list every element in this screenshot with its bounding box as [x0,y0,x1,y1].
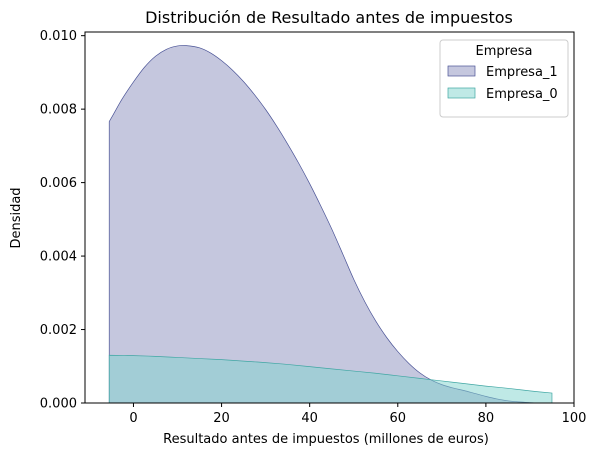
y-tick-label: 0.008 [40,103,77,118]
x-tick-label: 60 [390,411,407,426]
legend-title: Empresa [476,44,533,59]
y-tick-label: 0.000 [40,397,77,412]
x-axis-title: Resultado antes de impuestos (millones d… [163,432,489,447]
x-tick-label: 0 [129,411,137,426]
x-tick-label: 40 [301,411,318,426]
y-axis-ticks: 0.000 0.002 0.004 0.006 0.008 0.010 [40,29,85,412]
x-axis-ticks: 0 20 40 60 80 100 [129,403,586,426]
plot-areas [108,45,553,404]
legend: Empresa Empresa_1 Empresa_0 [439,39,569,118]
legend-swatch-empresa_0 [447,87,476,99]
plot-frame [84,31,575,404]
legend-label-empresa_1: Empresa_1 [486,65,558,80]
legend-label-empresa_0: Empresa_0 [486,87,558,102]
y-tick-label: 0.010 [40,29,77,44]
density-outline-empresa_0 [108,354,553,404]
y-axis-title: Densidad [9,187,24,248]
x-tick-label: 20 [213,411,230,426]
legend-swatch-empresa_1 [447,65,476,77]
y-tick-label: 0.004 [40,250,77,265]
y-tick-label: 0.002 [40,323,77,338]
chart-title: Distribución de Resultado antes de impue… [145,8,513,27]
x-tick-label: 100 [562,411,587,426]
density-area-empresa_1 [109,45,537,404]
y-tick-label: 0.006 [40,176,77,191]
density-area-empresa_0 [109,355,552,403]
x-tick-label: 80 [478,411,495,426]
